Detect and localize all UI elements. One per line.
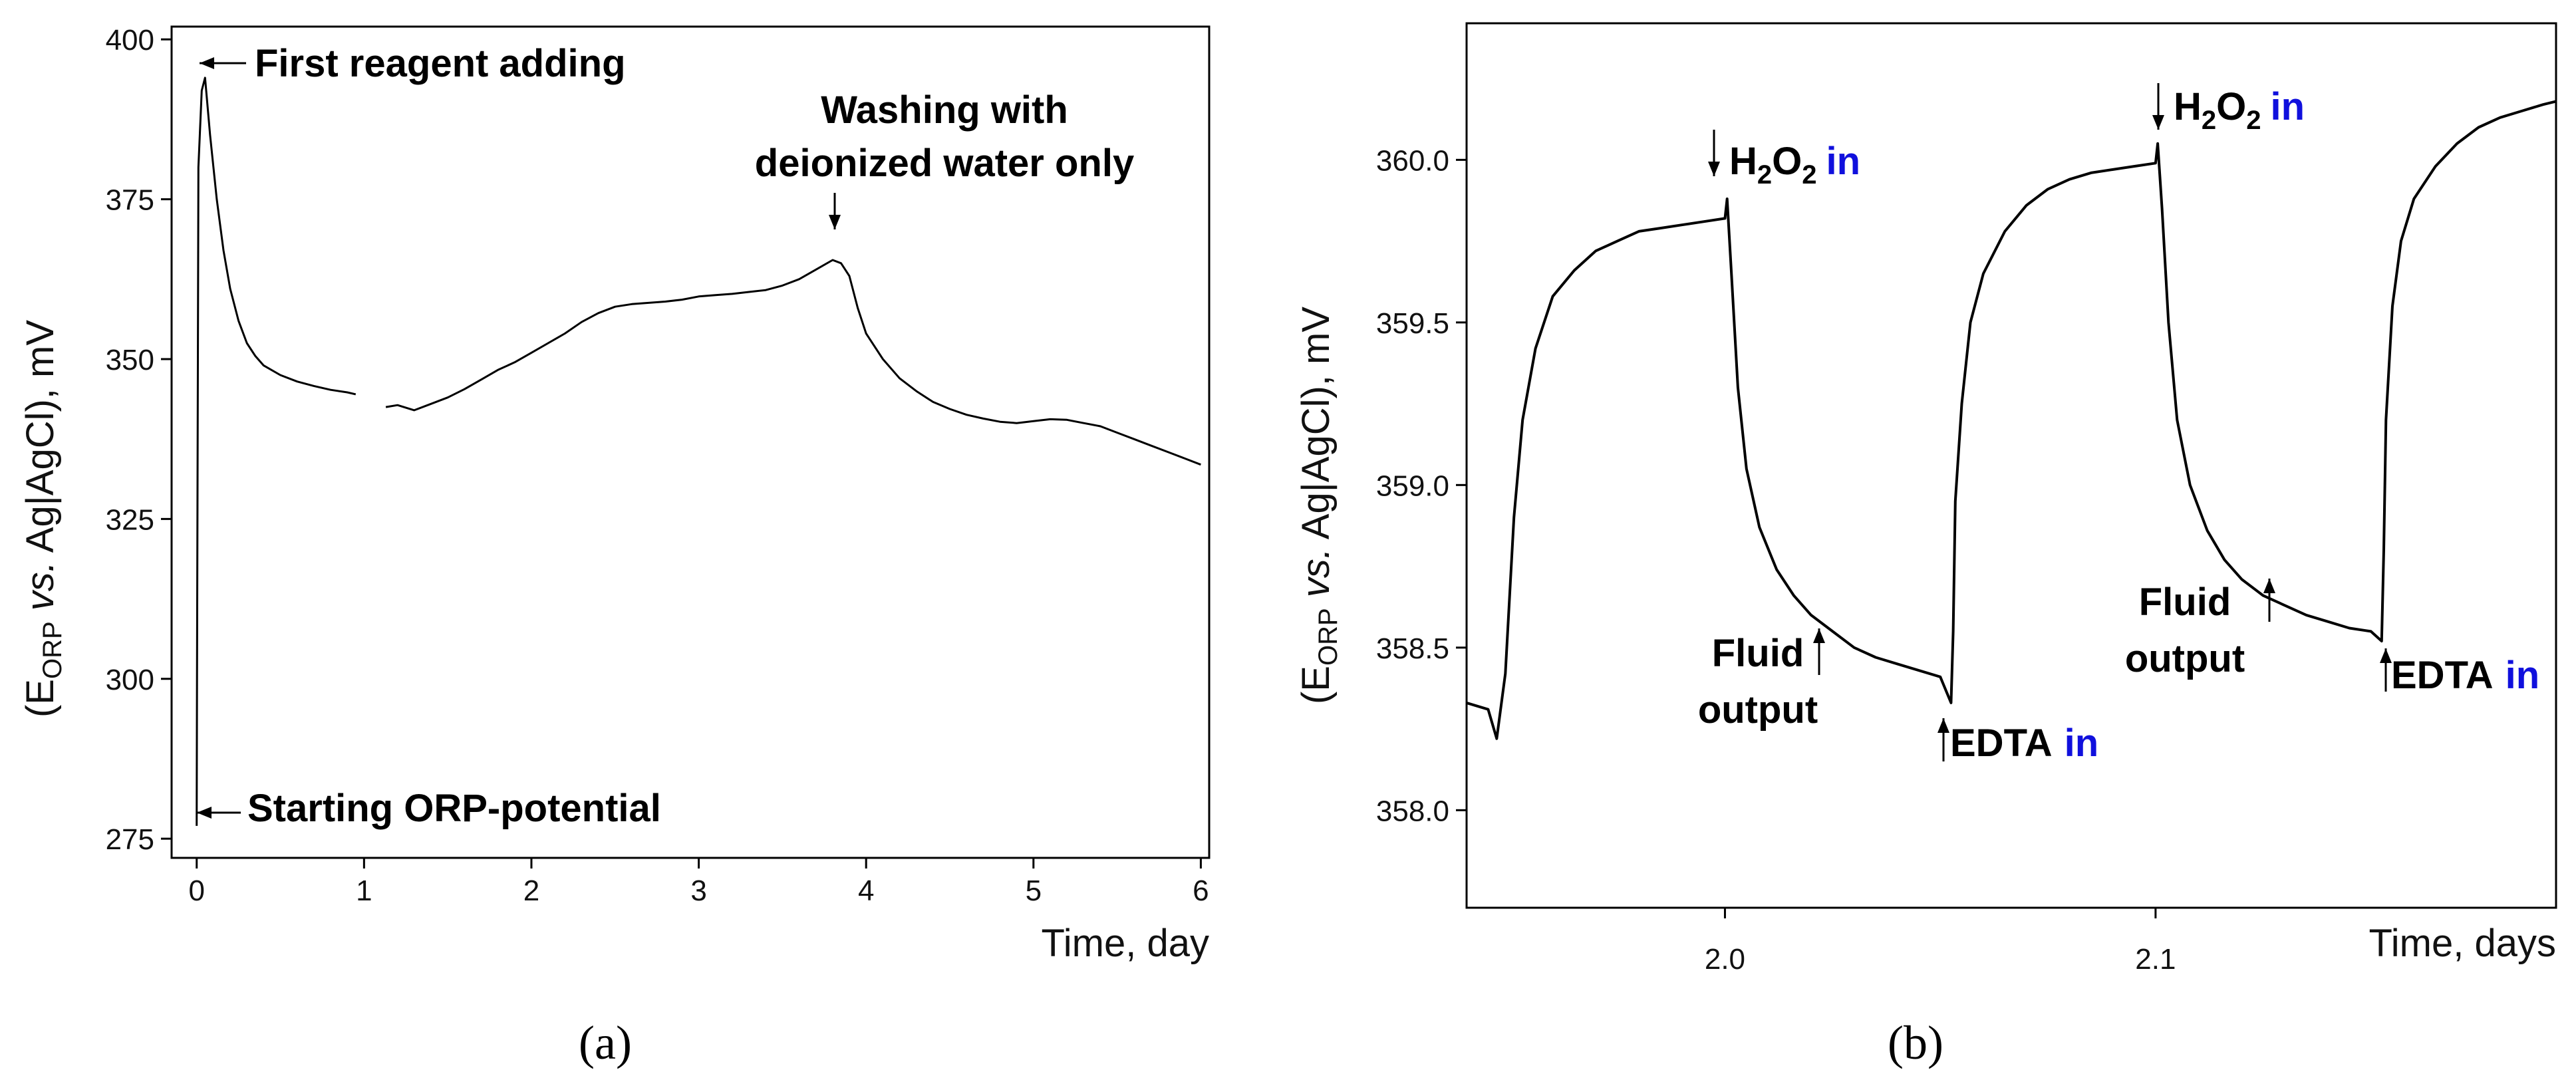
arrow-starting-orp-head [197,807,212,819]
panel-b-plot-frame [1465,22,2557,909]
x-tick-label: 6 [1193,874,1209,907]
series-line-1 [1466,100,2557,740]
panel-b-caption: (b) [1888,1016,1943,1069]
panel-a: 0 1 2 3 4 5 6 275 300 325 350 375 400 (EORP vs. Ag|A… [19,24,1211,1069]
y-tick-label: 275 [106,823,154,856]
annotation-output-1: output [1698,688,1818,732]
annotation-fluid-1: Fluid [1712,632,1804,675]
arrow-edta-1-head [1937,718,1949,733]
x-tick-label: 2.1 [2135,943,2176,976]
panel-b-ticks: 2.0 2.1 358.0 358.5 359.0 359.5 360.0 [1376,144,2176,976]
series-line-2 [385,259,1201,466]
annotation-h2o2-in-1: H2O2 in [1729,140,1860,190]
panel-a-ticks: 0 1 2 3 4 5 6 275 300 325 350 375 400 [106,24,1209,907]
arrow-fluid-2-head [2263,579,2275,593]
panel-b-series [1466,100,2557,740]
panel-b-y-axis-label: (EORP vs. Ag|AgCl), mV [1294,307,1343,704]
y-tick-label: 350 [106,344,154,376]
annotation-output-2: output [2125,637,2245,680]
y-tick-label: 360.0 [1376,144,1449,177]
annotation-h2o2-in-2: H2O2 in [2174,85,2305,135]
x-tick-label: 1 [356,874,372,907]
arrow-first-reagent-head [200,57,214,69]
panel-b: 2.0 2.1 358.0 358.5 359.0 359.5 360.0 (EORP vs… [1294,22,2557,1069]
arrow-h2o2-2-head [2152,115,2164,130]
annotation-fluid-2: Fluid [2139,581,2231,624]
x-tick-label: 3 [690,874,706,907]
panel-a-annotation-arrows [197,57,841,819]
annotation-washing-line2: deionized water only [755,142,1134,185]
panel-a-caption: (a) [579,1016,632,1069]
x-tick-label: 0 [188,874,204,907]
annotation-first-reagent: First reagent adding [255,42,626,85]
arrow-fluid-1-head [1813,628,1825,643]
annotation-edta-in-2: EDTA in [2391,654,2539,697]
x-tick-label: 2.0 [1705,943,1745,976]
y-tick-label: 358.0 [1376,795,1449,827]
arrow-h2o2-1-head [1708,162,1720,176]
x-tick-label: 2 [523,874,539,907]
y-tick-label: 358.5 [1376,632,1449,665]
annotation-washing-line1: Washing with [821,88,1068,132]
y-tick-label: 400 [106,24,154,57]
y-tick-label: 359.5 [1376,307,1449,340]
panel-b-annotation-arrows [1708,83,2392,761]
series-line-1 [196,76,357,826]
y-tick-label: 359.0 [1376,470,1449,502]
x-tick-label: 4 [858,874,874,907]
panel-a-plot-frame [170,25,1211,859]
x-tick-label: 5 [1026,874,1042,907]
arrow-edta-2-head [2380,648,2392,663]
arrow-washing-head [829,215,841,229]
panel-a-x-axis-label: Time, day [1042,922,1209,965]
annotation-starting-orp: Starting ORP-potential [247,787,661,830]
y-tick-label: 300 [106,664,154,696]
panel-a-y-axis-label: (EORP vs. Ag|AgCl), mV [19,320,67,718]
annotation-edta-in-1: EDTA in [1950,722,2098,765]
panel-a-series [196,76,1201,826]
panel-b-x-axis-label: Time, days [2369,922,2556,965]
y-tick-label: 375 [106,184,154,217]
y-tick-label: 325 [106,503,154,536]
